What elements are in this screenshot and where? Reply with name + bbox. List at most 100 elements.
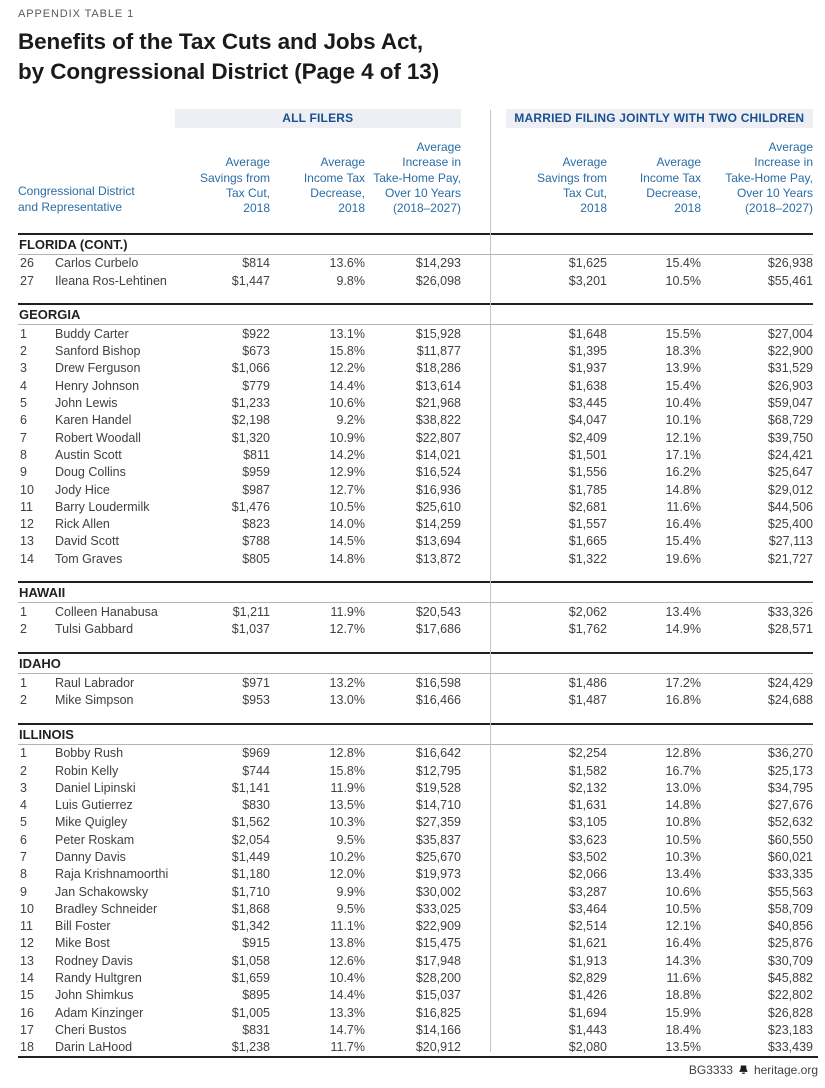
- district-row: 6 Karen Handel $2,198 9.2% $38,822 $4,047 10.1…: [18, 412, 813, 429]
- district-number: 27: [20, 273, 34, 288]
- data-value: $831: [242, 1022, 270, 1037]
- data-value: 11.6%: [666, 499, 701, 514]
- data-value: $1,233: [231, 396, 270, 411]
- page-footer: BG3333 heritage.org: [18, 1056, 818, 1077]
- representative-name: Buddy Carter: [55, 326, 129, 341]
- state-section: IDAHO 1 Raul Labrador $971 13.2% $16,598 $1,48…: [18, 651, 813, 709]
- data-value: $31,529: [767, 361, 813, 376]
- district-row: 2 Sanford Bishop $673 15.8% $11,877 $1,395 18.…: [18, 343, 813, 360]
- state-section: HAWAII 1 Colleen Hanabusa $1,211 11.9% $20,54…: [18, 581, 813, 638]
- row-axis-label: Congressional District and Representativ…: [18, 184, 135, 215]
- data-value: $2,054: [231, 832, 270, 847]
- data-value: $2,198: [231, 413, 270, 428]
- data-value: $3,105: [568, 815, 607, 830]
- data-value: $1,058: [231, 953, 270, 968]
- representative-name: Bradley Schneider: [55, 901, 158, 916]
- data-value: 17.1%: [665, 447, 701, 462]
- data-value: $1,659: [231, 971, 270, 986]
- data-value: $2,681: [568, 499, 607, 514]
- district-row: 1 Raul Labrador $971 13.2% $16,598 $1,486 17.2…: [18, 674, 813, 691]
- state-section-header: ILLINOIS: [18, 722, 813, 745]
- district-number: 9: [20, 465, 27, 480]
- data-value: $22,909: [415, 919, 461, 934]
- data-value: $1,486: [568, 675, 607, 690]
- district-row: 4 Luis Gutierrez $830 13.5% $14,710 $1,631 14.…: [18, 796, 813, 813]
- data-value: 16.8%: [665, 692, 701, 707]
- data-value: $1,638: [568, 378, 607, 393]
- data-value: 11.7%: [330, 1040, 365, 1055]
- column-header: Average Income Tax Decrease, 2018: [303, 155, 365, 216]
- table-eyebrow: APPENDIX TABLE 1: [18, 8, 135, 20]
- data-value: $36,270: [767, 746, 813, 761]
- representative-name: Darin LaHood: [55, 1040, 133, 1055]
- data-value: 17.2%: [665, 675, 701, 690]
- district-number: 3: [20, 780, 27, 795]
- data-value: $987: [242, 482, 270, 497]
- district-number: 5: [20, 815, 27, 830]
- state-section-header: GEORGIA: [18, 303, 813, 326]
- data-value: 9.2%: [336, 413, 366, 428]
- district-row: 15 John Shimkus $895 14.4% $15,037 $1,426 18.8…: [18, 987, 813, 1004]
- data-value: 14.2%: [329, 447, 365, 462]
- data-value: 15.4%: [665, 378, 701, 393]
- data-value: $1,395: [568, 344, 607, 359]
- district-row: 1 Colleen Hanabusa $1,211 11.9% $20,543 $2,06…: [18, 603, 813, 620]
- data-value: $25,400: [767, 517, 813, 532]
- data-value: 10.4%: [665, 396, 701, 411]
- group-header-row: ALL FILERS MARRIED FILING JOINTLY WITH T…: [18, 108, 813, 128]
- data-value: $60,550: [767, 832, 813, 847]
- data-value: 15.9%: [665, 1005, 701, 1020]
- state-section-header: HAWAII: [18, 581, 813, 604]
- representative-name: Danny Davis: [55, 850, 126, 864]
- district-number: 1: [20, 326, 27, 341]
- district-row: 1 Bobby Rush $969 12.8% $16,642 $2,254 12.8% $3…: [18, 745, 813, 762]
- district-number: 16: [20, 1005, 34, 1020]
- district-row: 1 Buddy Carter $922 13.1% $15,928 $1,648 15.5%…: [18, 325, 813, 342]
- district-number: 7: [20, 430, 27, 445]
- district-row: 10 Bradley Schneider $1,868 9.5% $33,025 $3,4…: [18, 900, 813, 917]
- district-number: 26: [20, 256, 34, 271]
- data-value: $15,037: [415, 988, 461, 1003]
- district-row: 5 Mike Quigley $1,562 10.3% $27,359 $3,105 10.…: [18, 814, 813, 831]
- heritage-bell-icon: [738, 1064, 749, 1076]
- data-value: 10.5%: [329, 499, 365, 514]
- data-value: $29,012: [767, 482, 813, 497]
- data-value: 15.4%: [665, 534, 701, 549]
- representative-name: John Lewis: [55, 396, 118, 411]
- data-value: $1,621: [568, 936, 607, 951]
- data-value: 14.5%: [329, 534, 365, 549]
- data-value: 14.4%: [329, 988, 365, 1003]
- data-value: $25,610: [415, 499, 461, 514]
- district-number: 3: [20, 361, 27, 376]
- data-value: $3,445: [568, 396, 607, 411]
- data-value: 14.8%: [665, 482, 701, 497]
- data-value: $1,180: [231, 867, 270, 882]
- representative-name: Rodney Davis: [55, 953, 133, 968]
- data-value: $26,938: [767, 256, 813, 271]
- column-header-row: Congressional District and Representativ…: [18, 140, 813, 217]
- data-value: $1,426: [568, 988, 607, 1003]
- district-number: 8: [20, 867, 27, 882]
- data-value: 15.8%: [329, 344, 365, 359]
- data-value: 13.5%: [329, 798, 365, 813]
- district-row: 6 Peter Roskam $2,054 9.5% $35,837 $3,623 10.5…: [18, 831, 813, 848]
- representative-name: Raul Labrador: [55, 675, 135, 690]
- district-row: 2 Mike Simpson $953 13.0% $16,466 $1,487 16.8%…: [18, 691, 813, 708]
- representative-name: Barry Loudermilk: [55, 499, 150, 514]
- data-value: $3,464: [568, 901, 607, 916]
- representative-name: Daniel Lipinski: [55, 780, 136, 795]
- data-value: $33,326: [767, 605, 813, 620]
- district-number: 10: [20, 482, 34, 497]
- data-value: $2,132: [568, 780, 607, 795]
- representative-name: Henry Johnson: [55, 378, 140, 393]
- data-value: 12.8%: [665, 746, 701, 761]
- column-header: Average Savings from Tax Cut, 2018: [199, 155, 270, 216]
- data-value: 15.8%: [329, 763, 365, 778]
- data-value: 13.0%: [329, 692, 365, 707]
- district-number: 13: [20, 534, 34, 549]
- data-value: $823: [242, 517, 270, 532]
- data-value: 10.4%: [329, 971, 365, 986]
- district-number: 6: [20, 413, 27, 428]
- district-number: 11: [20, 919, 33, 934]
